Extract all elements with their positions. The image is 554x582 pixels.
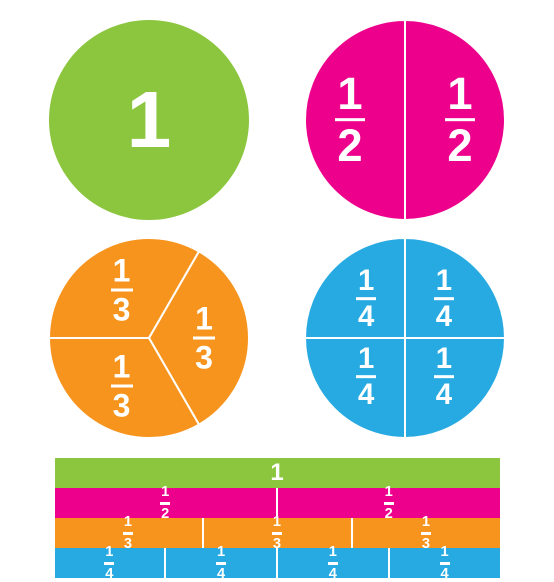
fraction-bar-segment: 14 (278, 548, 390, 578)
fraction-bar-segment: 1 (55, 458, 500, 488)
whole-circle: 1 (49, 20, 249, 220)
fraction-bars: 1121213131314141414 (55, 458, 500, 578)
fraction-bar-segment: 13 (55, 518, 204, 548)
fraction-bar-row: 14141414 (55, 548, 500, 578)
fraction-bar-row: 131313 (55, 518, 500, 548)
fraction-circles-grid: 1 1212 131313 14141414 (30, 20, 524, 438)
fraction-bar-row: 1 (55, 458, 500, 488)
fraction-bar-segment: 12 (278, 488, 500, 518)
thirds-circle: 131313 (49, 238, 249, 438)
fraction-bar-segment: 13 (353, 518, 500, 548)
halves-circle: 1212 (305, 20, 505, 220)
fraction-bar-segment: 14 (390, 548, 500, 578)
fourths-circle: 14141414 (305, 238, 505, 438)
fraction-bar-segment: 14 (55, 548, 167, 578)
fraction-bar-segment: 12 (55, 488, 279, 518)
fraction-bar-segment: 14 (166, 548, 278, 578)
